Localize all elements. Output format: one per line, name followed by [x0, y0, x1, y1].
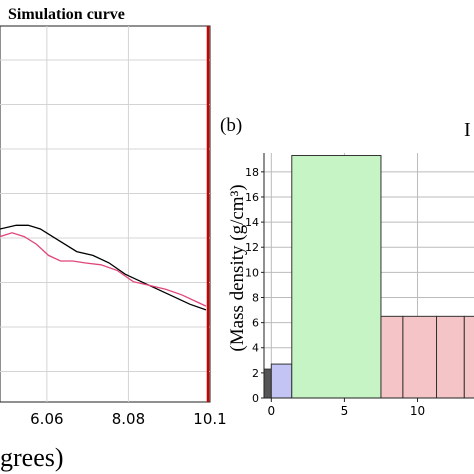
bar [402, 315, 438, 399]
bar [463, 315, 474, 399]
y-tick-label-b: 6 [252, 317, 259, 330]
y-tick-label-b: 10 [245, 266, 259, 279]
bar [263, 368, 272, 399]
x-tick-label-a: 10.1 [193, 410, 226, 428]
bar [270, 363, 293, 399]
series-line [0, 224, 207, 311]
x-tick-label-b: 5 [341, 404, 349, 418]
plot-frame-a [0, 25, 211, 403]
y-tick-label-b: 16 [245, 191, 259, 204]
y-axis-label-b: (Mass density (g/cm³) [227, 184, 248, 351]
panel-b-bar-chart: (b) I (Mass density (g/cm³) 0 2 4 6 8 10 12 14 1… [220, 115, 474, 418]
x-axis-label-a: grees) [0, 443, 64, 472]
y-tick-label-b: 18 [245, 166, 259, 179]
panel-b-corner-text: I [464, 119, 471, 141]
y-tick-label-b: 12 [245, 241, 259, 254]
x-tick-label-b: 0 [267, 404, 275, 418]
panel-label-b: (b) [220, 115, 242, 136]
bar [380, 315, 404, 399]
y-tick-label-b: 2 [252, 367, 259, 380]
bar [436, 315, 465, 399]
x-tick-label-a: 8.08 [112, 410, 145, 428]
x-tick-label-b: 10 [410, 404, 425, 418]
bar [291, 155, 382, 399]
panel-a-line-chart: Simulation curve 6.06 8.08 10.1 grees) [0, 6, 227, 472]
series-line [0, 232, 207, 307]
y-tick-label-b: 8 [252, 291, 259, 304]
y-tick-label-b: 14 [245, 216, 259, 229]
legend-entry-label: Simulation curve [8, 6, 125, 23]
y-tick-label-b: 0 [252, 392, 259, 405]
x-tick-label-a: 6.06 [30, 410, 63, 428]
y-tick-label-b: 4 [252, 342, 259, 355]
